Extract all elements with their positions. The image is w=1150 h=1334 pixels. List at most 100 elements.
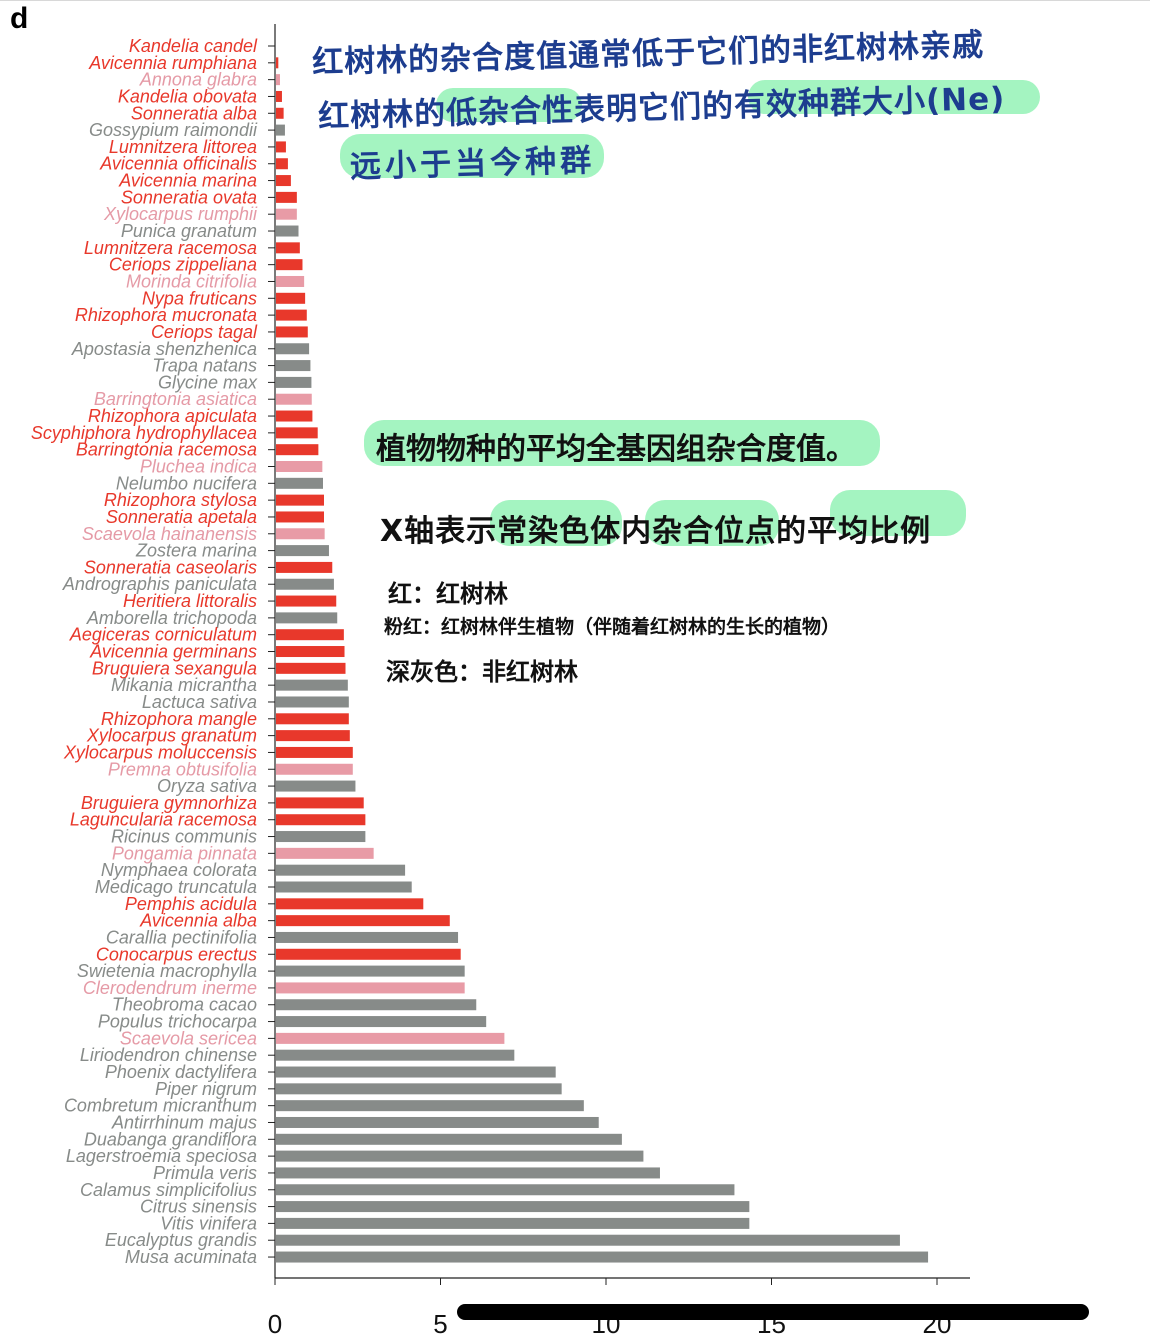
bar-calamus-simplicifolius bbox=[276, 1184, 735, 1196]
bar-oryza-sativa bbox=[276, 780, 356, 792]
category-label: Barringtonia racemosa bbox=[76, 440, 257, 460]
bar-group bbox=[276, 57, 929, 1263]
bar-barringtonia-racemosa bbox=[276, 444, 319, 456]
bar-eucalyptus-grandis bbox=[276, 1234, 900, 1246]
bar-apostasia-shenzhenica bbox=[276, 343, 310, 355]
legend-pink-note: 粉红：红树林伴生植物（伴随着红树林的生长的植物） bbox=[384, 616, 841, 638]
bar-gossypium-raimondii bbox=[276, 124, 285, 136]
category-label: Gossypium raimondii bbox=[89, 120, 258, 140]
category-label: Avicennia alba bbox=[139, 911, 257, 931]
category-label: Rhizophora mucronata bbox=[75, 305, 257, 325]
bar-avicennia-germinans bbox=[276, 646, 345, 658]
category-label: Rhizophora mangle bbox=[101, 709, 257, 729]
highlight-mark bbox=[830, 490, 966, 536]
category-label: Avicennia marina bbox=[118, 171, 257, 191]
category-label: Bruguiera sexangula bbox=[92, 658, 257, 678]
category-label: Xylocarpus moluccensis bbox=[63, 742, 257, 762]
category-label: Kandelia candel bbox=[129, 36, 258, 56]
category-label: Primula veris bbox=[153, 1163, 257, 1183]
category-label: Lactuca sativa bbox=[142, 692, 257, 712]
bar-bruguiera-sexangula bbox=[276, 662, 346, 674]
bar-clerodendrum-inerme bbox=[276, 982, 465, 994]
horizontal-scrollbar[interactable] bbox=[457, 1304, 1089, 1320]
bar-nymphaea-colorata bbox=[276, 864, 406, 876]
category-label: Xylocarpus rumphii bbox=[103, 204, 258, 224]
bar-aegiceras-corniculatum bbox=[276, 629, 344, 641]
highlight-mark bbox=[364, 420, 880, 466]
category-label: Laguncularia racemosa bbox=[70, 810, 257, 830]
category-label: Scyphiphora hydrophyllacea bbox=[31, 423, 257, 443]
bar-bruguiera-gymnorhiza bbox=[276, 797, 364, 809]
category-label: Andrographis paniculata bbox=[62, 574, 257, 594]
bar-kandelia-obovata bbox=[276, 90, 282, 102]
bar-theobroma-cacao bbox=[276, 999, 477, 1011]
bar-rhizophora-mucronata bbox=[276, 309, 307, 321]
bar-rhizophora-stylosa bbox=[276, 494, 324, 506]
category-label: Clerodendrum inerme bbox=[83, 978, 257, 998]
category-label: Lagerstroemia speciosa bbox=[66, 1146, 257, 1166]
x-tick-label: 5 bbox=[433, 1309, 447, 1334]
bar-pongamia-pinnata bbox=[276, 847, 374, 859]
highlight-mark bbox=[748, 80, 1040, 114]
bar-swietenia-macrophylla bbox=[276, 965, 465, 977]
highlight-mark bbox=[436, 88, 582, 122]
category-label: Xylocarpus granatum bbox=[86, 726, 257, 746]
bar-mikania-micrantha bbox=[276, 679, 348, 691]
category-label: Musa acuminata bbox=[125, 1247, 257, 1267]
bar-sonneratia-ovata bbox=[276, 191, 297, 203]
bar-trapa-natans bbox=[276, 360, 311, 372]
bar-citrus-sinensis bbox=[276, 1201, 750, 1213]
category-label: Calamus simplicifolius bbox=[80, 1180, 257, 1200]
category-label: Lumnitzera racemosa bbox=[84, 238, 257, 258]
category-label: Piper nigrum bbox=[155, 1079, 257, 1099]
category-label: Eucalyptus grandis bbox=[105, 1230, 257, 1250]
bar-xylocarpus-moluccensis bbox=[276, 746, 353, 758]
bar-combretum-micranthum bbox=[276, 1100, 584, 1112]
bar-conocarpus-erectus bbox=[276, 948, 461, 960]
category-label: Conocarpus erectus bbox=[96, 944, 257, 964]
bar-laguncularia-racemosa bbox=[276, 814, 366, 826]
category-label: Liriodendron chinense bbox=[80, 1045, 257, 1065]
category-label: Barringtonia asiatica bbox=[94, 389, 257, 409]
bar-phoenix-dactylifera bbox=[276, 1066, 556, 1078]
category-label: Trapa natans bbox=[152, 356, 257, 376]
category-label: Premna obtusifolia bbox=[108, 759, 257, 779]
bar-vitis-vinifera bbox=[276, 1217, 750, 1229]
bar-avicennia-marina bbox=[276, 175, 291, 187]
bar-andrographis-paniculata bbox=[276, 578, 334, 590]
category-label: Morinda citrifolia bbox=[126, 271, 257, 291]
category-label: Sonneratia ovata bbox=[121, 187, 257, 207]
category-label: Vitis vinifera bbox=[160, 1213, 257, 1233]
category-label: Amborella trichopoda bbox=[86, 608, 257, 628]
category-label: Antirrhinum majus bbox=[111, 1112, 257, 1132]
category-label: Punica granatum bbox=[121, 221, 257, 241]
bar-amborella-trichopoda bbox=[276, 612, 338, 624]
highlight-mark bbox=[645, 500, 779, 546]
annotation-line-5: X轴表示常染色体内杂合位点的平均比例 bbox=[380, 514, 932, 549]
bar-nypa-fruticans bbox=[276, 292, 306, 304]
top-border bbox=[0, 0, 1150, 1]
bar-morinda-citrifolia bbox=[276, 275, 305, 287]
category-label: Kandelia obovata bbox=[118, 86, 257, 106]
annotation-line-3: 远小于当今种群 bbox=[349, 142, 596, 186]
bar-lumnitzera-racemosa bbox=[276, 242, 300, 254]
category-label: Sonneratia apetala bbox=[106, 507, 257, 527]
bar-populus-trichocarpa bbox=[276, 1016, 487, 1028]
bar-antirrhinum-majus bbox=[276, 1116, 599, 1128]
category-label: Pemphis acidula bbox=[125, 894, 257, 914]
category-label: Bruguiera gymnorhiza bbox=[81, 793, 257, 813]
bar-barringtonia-asiatica bbox=[276, 393, 312, 405]
bar-medicago-truncatula bbox=[276, 881, 412, 893]
category-label: Apostasia shenzhenica bbox=[71, 339, 257, 359]
category-label: Carallia pectinifolia bbox=[106, 927, 257, 947]
annotation-line-4: 植物物种的平均全基因组杂合度值。 bbox=[376, 432, 856, 467]
category-label: Ceriops zippeliana bbox=[109, 255, 257, 275]
category-label: Oryza sativa bbox=[157, 776, 257, 796]
category-label: Ceriops tagal bbox=[151, 322, 258, 342]
bar-pemphis-acidula bbox=[276, 898, 424, 910]
category-label: Lumnitzera littorea bbox=[109, 137, 257, 157]
category-label: Combretum micranthum bbox=[64, 1096, 257, 1116]
bar-rhizophora-mangle bbox=[276, 713, 349, 725]
